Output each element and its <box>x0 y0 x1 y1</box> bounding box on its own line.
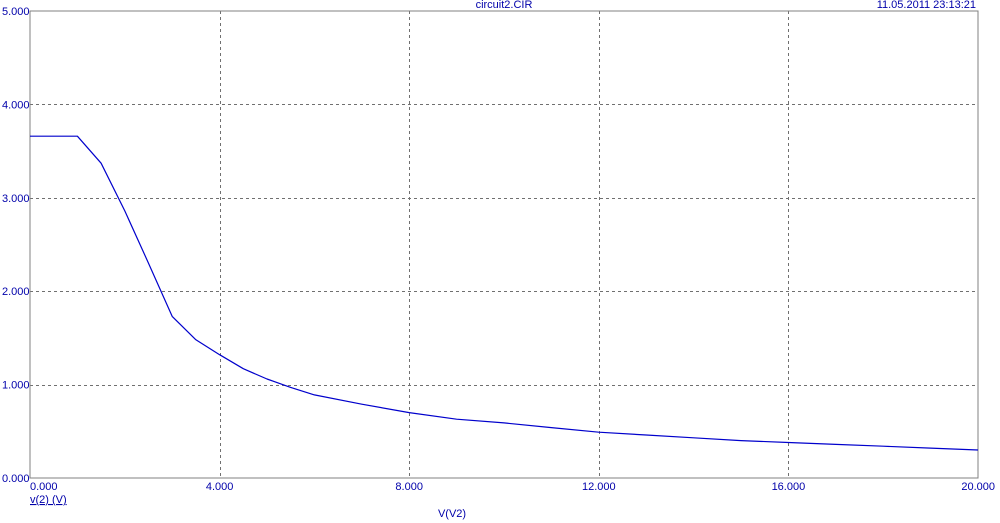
series-layer <box>29 135 980 452</box>
y-tick-label: 1.000 <box>2 380 30 392</box>
grid <box>30 11 978 478</box>
data-point <box>29 135 32 138</box>
data-point <box>52 135 55 138</box>
data-point <box>597 431 600 434</box>
data-point <box>100 162 103 165</box>
data-point <box>929 447 932 450</box>
y-tick-label: 2.000 <box>2 286 30 298</box>
data-point <box>645 434 648 437</box>
data-point <box>834 443 837 446</box>
data-point <box>123 209 126 212</box>
data-point <box>740 439 743 442</box>
data-point <box>76 135 79 138</box>
y-tick-label: 4.000 <box>2 99 30 111</box>
y-tick-label: 0.000 <box>2 473 30 485</box>
y-axis-ticks: 0.000 1.000 2.000 3.000 4.000 5.000 <box>2 6 30 485</box>
plot-frame <box>29 10 979 479</box>
x-tick-label: 8.000 <box>395 481 423 493</box>
series-line <box>30 135 979 451</box>
data-point <box>787 441 790 444</box>
data-point <box>289 386 292 389</box>
timestamp: 11.05.2011 23:13:21 <box>877 0 976 11</box>
x-axis-label: V(V2) <box>438 508 466 520</box>
x-tick-label: 20.000 <box>961 481 995 493</box>
data-point <box>171 315 174 318</box>
data-point <box>977 449 980 452</box>
data-point <box>408 411 411 414</box>
data-point <box>882 445 885 448</box>
data-point <box>503 421 506 424</box>
data-point <box>242 367 245 370</box>
data-point <box>194 338 197 341</box>
x-tick-label: 0.000 <box>30 481 58 493</box>
y-tick-label: 5.000 <box>2 6 30 18</box>
x-tick-label: 12.000 <box>582 481 616 493</box>
data-point <box>147 262 150 265</box>
x-axis-ticks: 0.000 4.000 8.000 12.000 16.000 20.000 <box>30 481 995 493</box>
x-tick-label: 16.000 <box>772 481 806 493</box>
chart-title: circuit2.CIR <box>476 0 533 11</box>
data-point <box>218 353 221 356</box>
data-point <box>266 378 269 381</box>
x-tick-label: 4.000 <box>206 481 234 493</box>
data-point <box>692 436 695 439</box>
data-point <box>455 418 458 421</box>
data-point <box>360 403 363 406</box>
data-point <box>550 426 553 429</box>
y-tick-label: 3.000 <box>2 193 30 205</box>
data-point <box>313 393 316 396</box>
trace-label: v(2) (V) <box>30 494 67 506</box>
